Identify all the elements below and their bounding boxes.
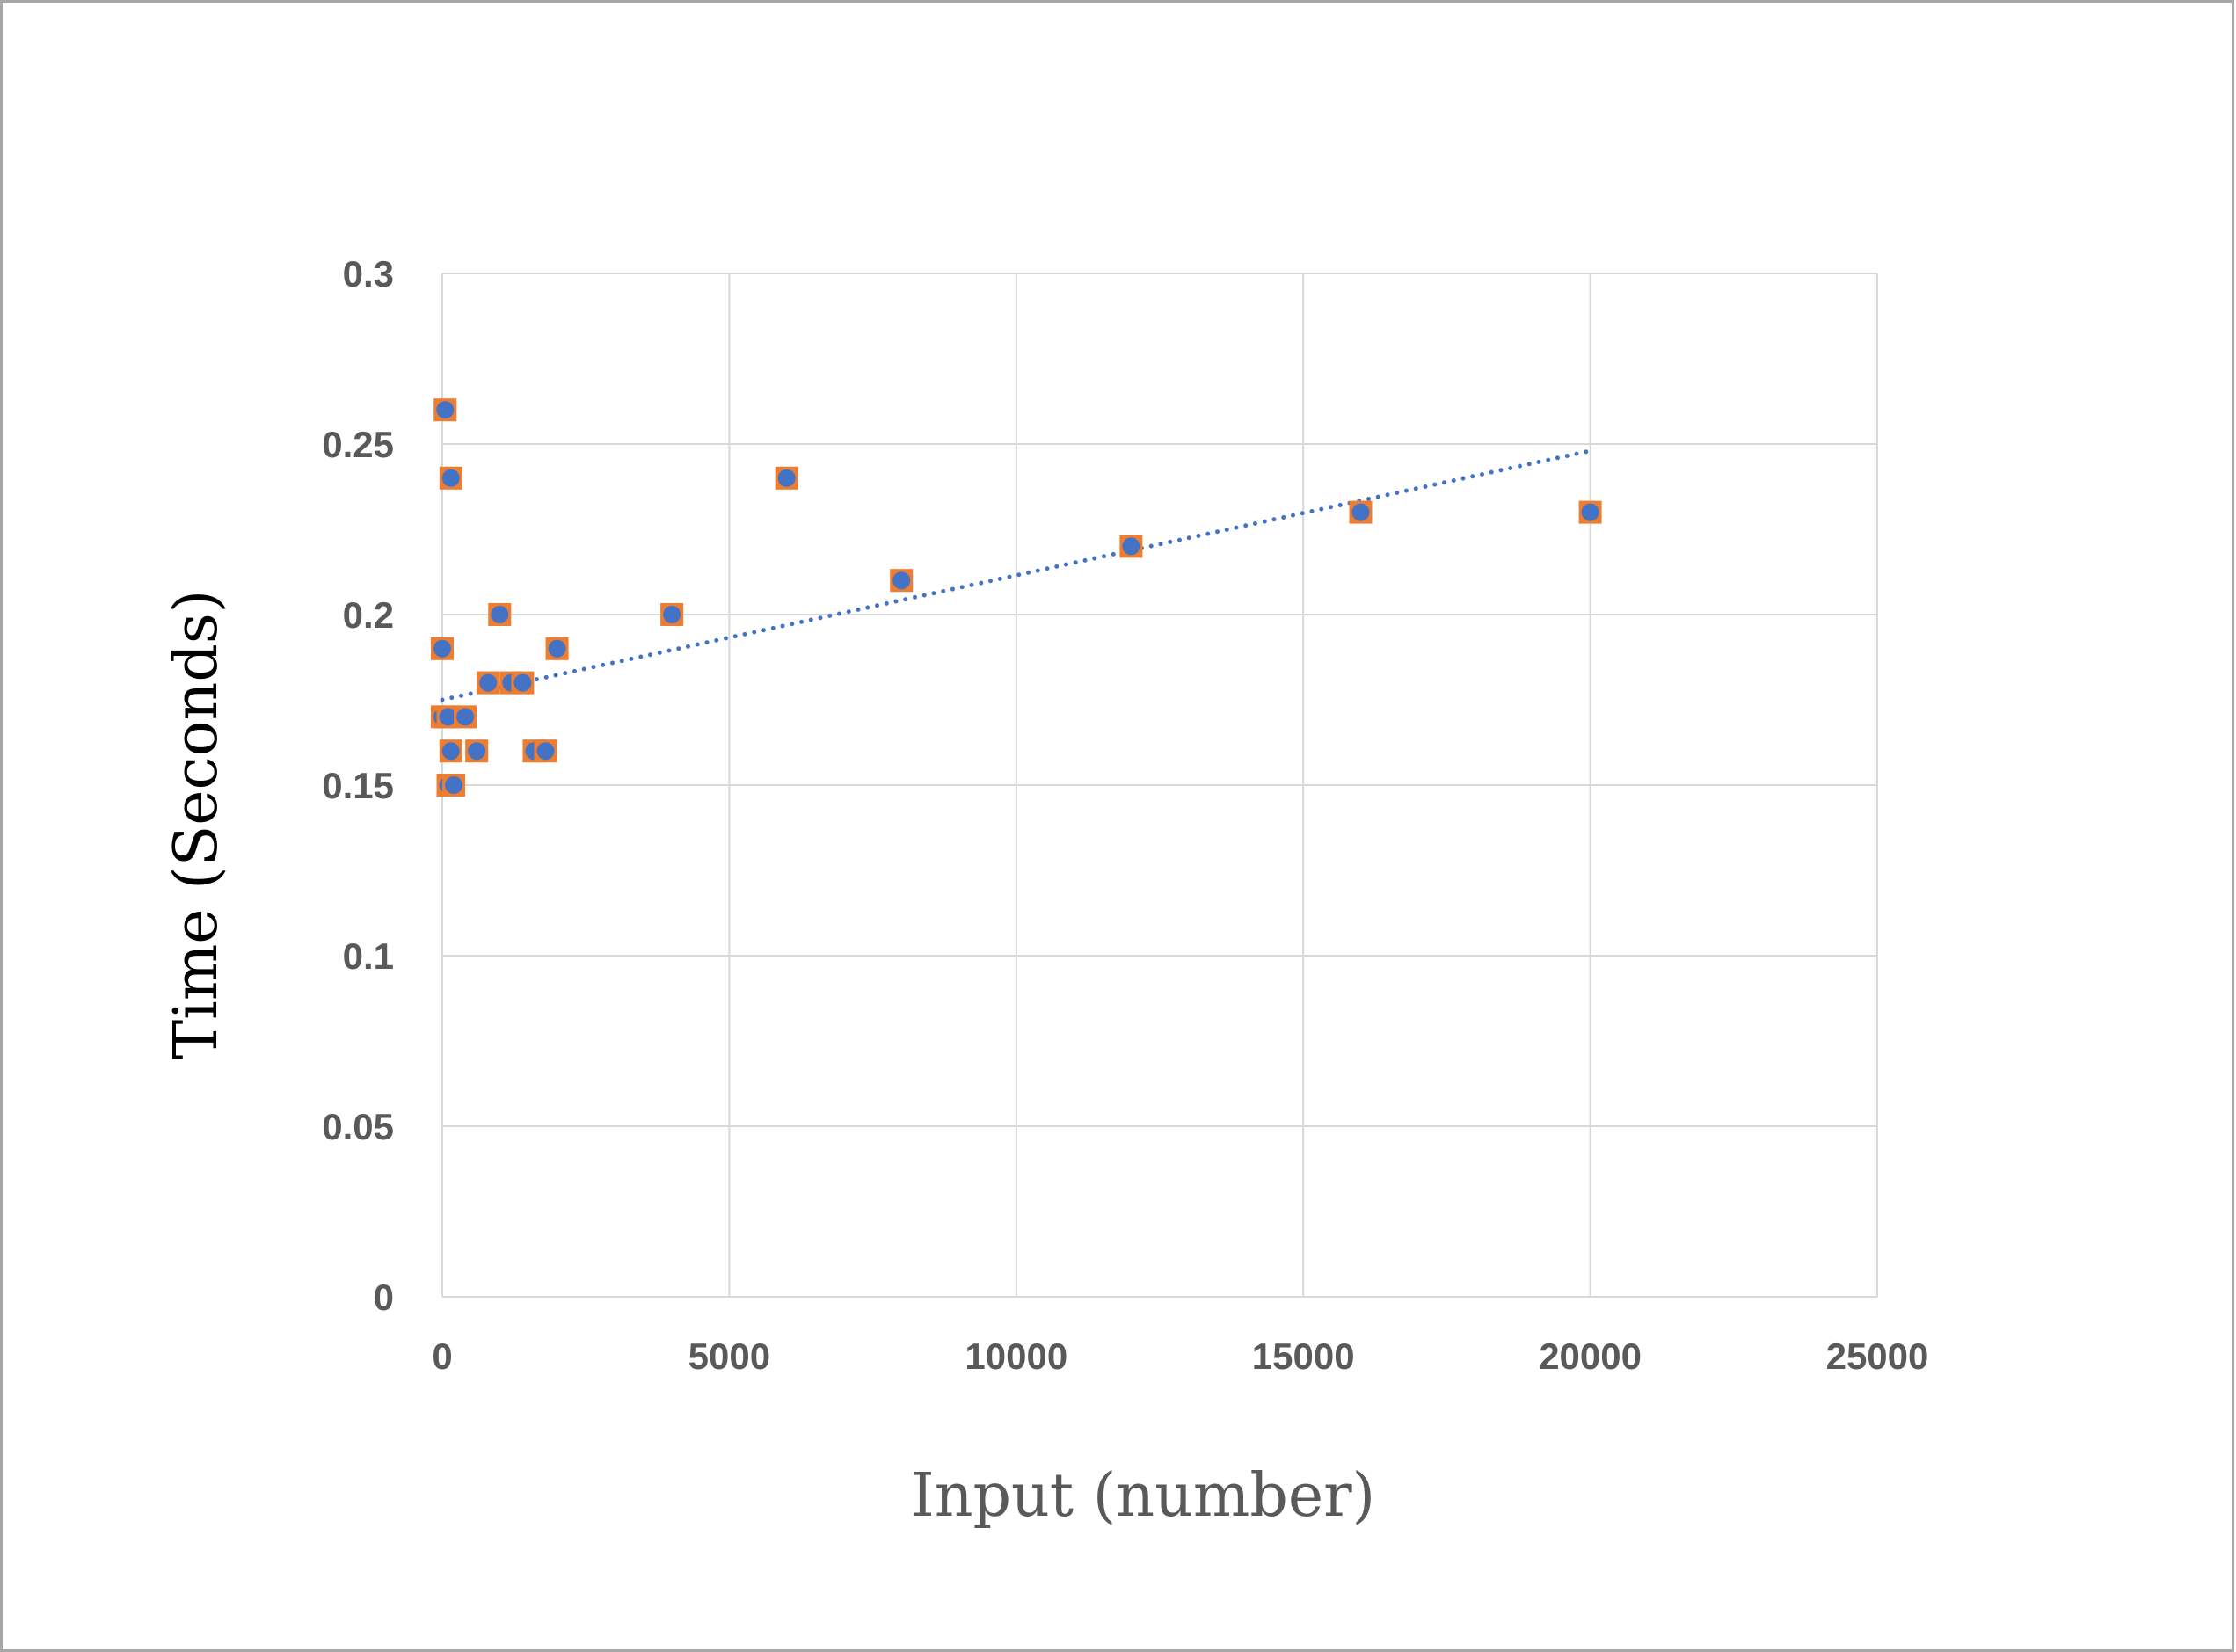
x-tick-label: 5000 xyxy=(688,1335,770,1377)
point-marker-circle xyxy=(1351,503,1370,521)
point-marker-circle xyxy=(445,776,463,794)
point-marker-circle xyxy=(491,606,509,623)
point-marker-circle xyxy=(513,673,532,692)
data-point xyxy=(477,671,500,695)
data-point xyxy=(454,705,477,729)
point-marker-circle xyxy=(479,673,498,692)
y-tick-label: 0 xyxy=(374,1277,394,1318)
x-axis-title: Input (number) xyxy=(911,1461,1375,1531)
point-marker-circle xyxy=(536,742,555,761)
trendline-layer xyxy=(440,448,1593,702)
point-marker-circle xyxy=(1581,503,1599,521)
data-point xyxy=(431,637,454,660)
x-tick-label: 0 xyxy=(432,1335,452,1377)
y-axis-tick-labels: 0 0.05 0.1 0.15 0.2 0.25 0.3 xyxy=(322,253,394,1318)
point-marker-circle xyxy=(441,469,460,487)
data-point xyxy=(1119,535,1143,558)
trendline xyxy=(440,448,1593,702)
point-marker-circle xyxy=(441,742,460,761)
point-marker-circle xyxy=(456,708,475,726)
y-tick-label: 0.2 xyxy=(343,594,394,636)
data-point xyxy=(488,603,512,626)
data-point xyxy=(442,774,466,797)
data-point xyxy=(890,569,914,593)
data-point xyxy=(660,603,684,626)
data-point xyxy=(433,398,457,422)
point-marker-circle xyxy=(436,401,455,419)
data-point xyxy=(775,466,798,490)
data-point xyxy=(545,637,569,660)
point-marker-circle xyxy=(1122,537,1140,556)
data-point xyxy=(534,739,557,763)
point-marker-circle xyxy=(777,469,796,487)
y-tick-label: 0.05 xyxy=(322,1106,394,1147)
data-points xyxy=(431,398,1602,797)
y-tick-label: 0.15 xyxy=(322,765,394,806)
x-axis-tick-labels: 0 5000 10000 15000 20000 25000 xyxy=(432,1335,1928,1377)
y-tick-label: 0.3 xyxy=(343,253,394,295)
point-marker-circle xyxy=(548,639,566,658)
data-point xyxy=(465,739,489,763)
gridlines xyxy=(441,273,1878,1298)
point-marker-circle xyxy=(663,606,681,623)
point-marker-circle xyxy=(468,742,486,761)
x-tick-label: 10000 xyxy=(965,1335,1067,1377)
point-marker-circle xyxy=(439,708,457,726)
x-tick-label: 15000 xyxy=(1252,1335,1355,1377)
point-marker-circle xyxy=(892,571,911,590)
data-point xyxy=(511,671,535,695)
scatter-chart: 0 5000 10000 15000 20000 25000 0 0.05 0.1 0.15 0.… xyxy=(162,253,1928,1531)
x-tick-label: 25000 xyxy=(1826,1335,1929,1377)
y-tick-label: 0.25 xyxy=(322,424,394,465)
point-marker-circle xyxy=(433,639,451,658)
data-point xyxy=(439,466,462,490)
y-axis-title: Time (Seconds) xyxy=(162,590,231,1060)
data-point xyxy=(1349,500,1373,524)
y-tick-label: 0.1 xyxy=(343,935,394,977)
x-tick-label: 20000 xyxy=(1539,1335,1642,1377)
data-point xyxy=(439,739,462,763)
data-point xyxy=(1578,500,1602,524)
